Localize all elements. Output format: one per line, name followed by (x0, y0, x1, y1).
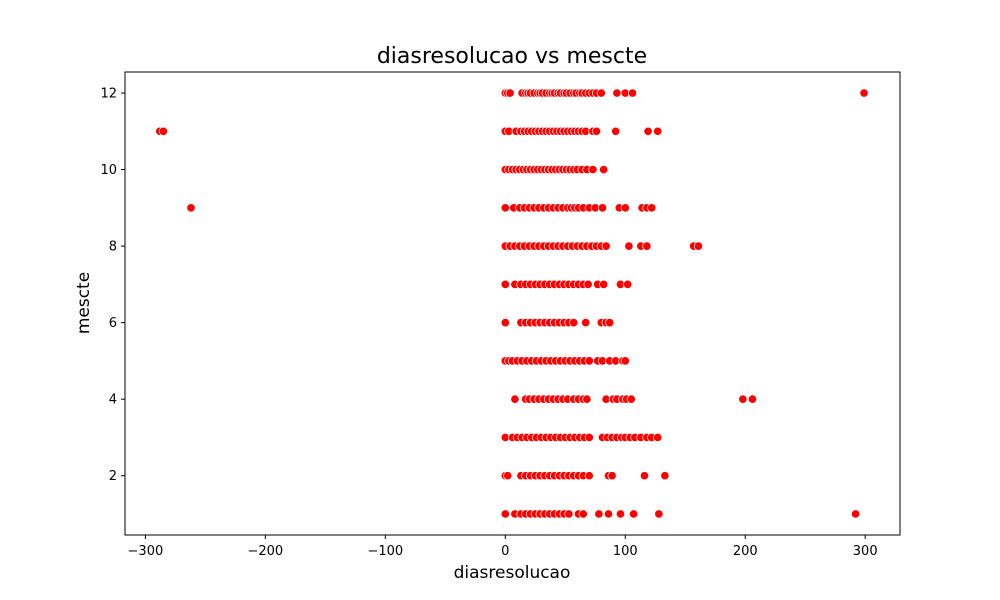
x-tick-label: −200 (248, 544, 284, 559)
y-tick-label: 2 (109, 469, 117, 484)
data-point (605, 318, 615, 328)
data-point (584, 356, 594, 366)
x-tick-label: 0 (501, 544, 509, 559)
y-axis: 2 4 6 8 10 12 (100, 87, 125, 484)
data-point (639, 471, 650, 481)
x-tick-label: 200 (733, 544, 758, 559)
data-point (623, 279, 633, 289)
data-point (503, 471, 513, 481)
data-point (186, 203, 196, 213)
data-point (583, 279, 593, 289)
data-point (624, 241, 634, 251)
data-point (581, 318, 591, 328)
data-point (653, 432, 663, 442)
data-point (582, 394, 592, 404)
y-axis-title: mescte (74, 272, 94, 334)
data-point (611, 126, 621, 136)
plot-frame (124, 71, 901, 536)
y-tick-label: 12 (100, 87, 117, 102)
data-point (584, 432, 594, 442)
data-point (597, 203, 608, 213)
data-point (578, 509, 588, 519)
data-point (505, 88, 515, 98)
x-tick-label: 100 (613, 544, 638, 559)
data-point (643, 126, 653, 136)
data-point (620, 356, 630, 366)
data-point (859, 88, 869, 98)
y-tick-label: 10 (100, 163, 117, 178)
y-tick-label: 6 (109, 316, 117, 331)
data-point (601, 241, 611, 251)
data-point (500, 509, 510, 519)
data-point (615, 509, 626, 519)
data-point (747, 394, 757, 404)
x-tick-label: 300 (853, 544, 878, 559)
data-point (626, 394, 636, 404)
x-tick-label: −300 (128, 544, 164, 559)
data-point (653, 126, 663, 136)
data-point (627, 88, 638, 98)
data-point (660, 471, 670, 481)
y-tick-label: 4 (109, 393, 117, 408)
data-point (599, 165, 609, 175)
data-point (591, 126, 602, 136)
data-point (594, 509, 604, 519)
data-point (693, 241, 704, 251)
data-point (569, 318, 579, 328)
data-point (158, 126, 168, 136)
data-point (510, 394, 520, 404)
data-point (500, 279, 510, 289)
data-point (603, 509, 614, 519)
data-point (654, 509, 664, 519)
y-tick-label: 8 (109, 240, 117, 255)
data-point (851, 509, 861, 519)
data-point (588, 165, 598, 175)
x-axis: −300 −200 −100 0 100 200 300 (128, 535, 878, 559)
data-point (500, 203, 510, 213)
data-point (738, 394, 748, 404)
data-point (642, 241, 652, 251)
data-point (647, 203, 657, 213)
points-layer (155, 88, 869, 519)
data-point (607, 471, 617, 481)
x-axis-title: diasresolucao (454, 563, 571, 583)
data-point (596, 88, 606, 98)
data-point (500, 318, 510, 328)
data-point (629, 509, 639, 519)
data-point (584, 471, 594, 481)
data-point (599, 279, 609, 289)
data-point (620, 203, 630, 213)
data-point (612, 88, 622, 98)
data-point (564, 509, 574, 519)
x-tick-label: −100 (367, 544, 403, 559)
chart-title: diasresolucao vs mescte (377, 44, 647, 69)
